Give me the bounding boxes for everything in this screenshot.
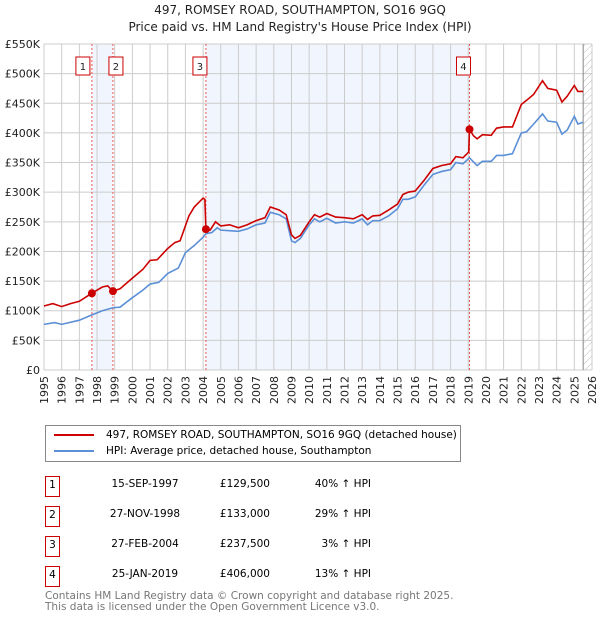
x-tick-label: 1995: [38, 376, 51, 404]
sale-label-box: [108, 56, 124, 76]
transaction-hpi-change: 13% ↑ HPI: [314, 568, 371, 580]
sale-point: [108, 287, 117, 296]
y-tick-label: £50K: [12, 334, 41, 347]
transaction-hpi-change: 29% ↑ HPI: [314, 508, 371, 520]
y-tick-label: £0: [26, 364, 40, 377]
legend-label-hpi: HPI: Average price, detached house, Sout…: [106, 445, 372, 457]
y-tick-label: £250K: [5, 216, 41, 229]
legend-swatch-property: [54, 434, 94, 436]
sale-label: 1: [80, 62, 86, 73]
x-tick-label: 2021: [498, 376, 511, 404]
legend: 497, ROMSEY ROAD, SOUTHAMPTON, SO16 9GQ …: [45, 425, 461, 462]
x-tick-label: 2026: [586, 376, 599, 404]
sale-label: 4: [460, 62, 466, 73]
transaction-date: 25-JAN-2019: [111, 568, 179, 580]
y-tick-label: £200K: [5, 245, 41, 258]
forecast-hatch: [583, 44, 592, 370]
x-tick-label: 2009: [285, 376, 298, 404]
transaction-number-badge: 4: [45, 566, 60, 587]
sale-label: 2: [113, 62, 119, 73]
x-tick-label: 2019: [462, 376, 475, 404]
sale-point: [201, 225, 210, 234]
x-tick-label: 2020: [480, 376, 493, 404]
x-tick-label: 1997: [73, 376, 86, 404]
transaction-hpi-change: 40% ↑ HPI: [314, 478, 371, 490]
legend-label-property: 497, ROMSEY ROAD, SOUTHAMPTON, SO16 9GQ …: [106, 429, 457, 441]
x-tick-label: 2017: [427, 376, 440, 404]
hpi-line: [43, 112, 584, 326]
transaction-number-badge: 2: [45, 506, 60, 527]
x-tick-label: 2024: [551, 376, 564, 404]
x-tick-label: 2002: [162, 376, 175, 404]
chart-svg: 1995 1996 1997 1998 1999 2000 2001 2002 2003 2004…: [5, 38, 599, 404]
y-tick-label: £500K: [5, 68, 41, 81]
y-tick-label: £400K: [5, 127, 41, 140]
sale-point: [87, 289, 96, 298]
transaction-date: 27-NOV-1998: [109, 508, 181, 520]
chart-subtitle: Price paid vs. HM Land Registry's House …: [128, 20, 472, 34]
transaction-price: £237,500: [219, 538, 270, 550]
transaction-number-badge: 1: [45, 476, 60, 497]
x-tick-label: 2004: [197, 376, 210, 404]
y-tick-label: £350K: [5, 157, 41, 170]
x-tick-label: 2018: [445, 376, 458, 404]
sale-label-box: [75, 56, 91, 76]
sale-label-box: [455, 56, 471, 76]
sale-label: 3: [197, 62, 203, 73]
transaction-price: £406,000: [219, 568, 270, 580]
y-tick-label: £550K: [5, 38, 41, 51]
x-tick-label: 2014: [374, 376, 387, 404]
x-tick-label: 2023: [533, 376, 546, 404]
sale-label-box: [192, 56, 208, 76]
shaded-period: [91, 44, 113, 370]
x-tick-label: 1996: [56, 376, 69, 404]
x-tick-label: 2008: [268, 376, 281, 404]
y-tick-label: £150K: [5, 275, 41, 288]
x-tick-label: 2000: [126, 376, 139, 404]
shaded-period: [205, 44, 470, 370]
x-tick-label: 2011: [321, 376, 334, 404]
x-tick-label: 2006: [232, 376, 245, 404]
chart-title: 497, ROMSEY ROAD, SOUTHAMPTON, SO16 9GQ: [154, 3, 446, 17]
sale-point: [465, 125, 474, 134]
x-tick-label: 2007: [250, 376, 263, 404]
transaction-price: £129,500: [219, 478, 270, 490]
x-tick-label: 1998: [91, 376, 104, 404]
property-price-line: [43, 79, 584, 308]
transaction-number-badge: 3: [45, 536, 60, 557]
y-tick-label: £100K: [5, 305, 41, 318]
footer-licence: This data is licensed under the Open Gov…: [45, 601, 380, 613]
y-tick-label: £300K: [5, 186, 41, 199]
legend-item-property: 497, ROMSEY ROAD, SOUTHAMPTON, SO16 9GQ …: [54, 429, 457, 441]
y-tick-label: £450K: [5, 97, 41, 110]
x-tick-label: 2012: [339, 376, 352, 404]
transaction-hpi-change: 3% ↑ HPI: [321, 538, 371, 550]
x-tick-label: 2016: [409, 376, 422, 404]
legend-item-hpi: HPI: Average price, detached house, Sout…: [54, 445, 371, 457]
transaction-date: 15-SEP-1997: [111, 478, 179, 490]
transaction-price: £133,000: [219, 508, 270, 520]
legend-swatch-hpi: [54, 450, 94, 452]
x-tick-label: 2001: [144, 376, 157, 404]
x-tick-label: 2005: [215, 376, 228, 404]
x-tick-label: 2022: [515, 376, 528, 404]
x-tick-label: 1999: [109, 376, 122, 404]
x-tick-label: 2010: [303, 376, 316, 404]
footer-copyright: Contains HM Land Registry data © Crown c…: [45, 590, 454, 602]
transaction-date: 27-FEB-2004: [111, 538, 179, 550]
x-tick-label: 2003: [179, 376, 192, 404]
x-tick-label: 2025: [568, 376, 581, 404]
x-tick-label: 2013: [356, 376, 369, 404]
x-tick-label: 2015: [392, 376, 405, 404]
